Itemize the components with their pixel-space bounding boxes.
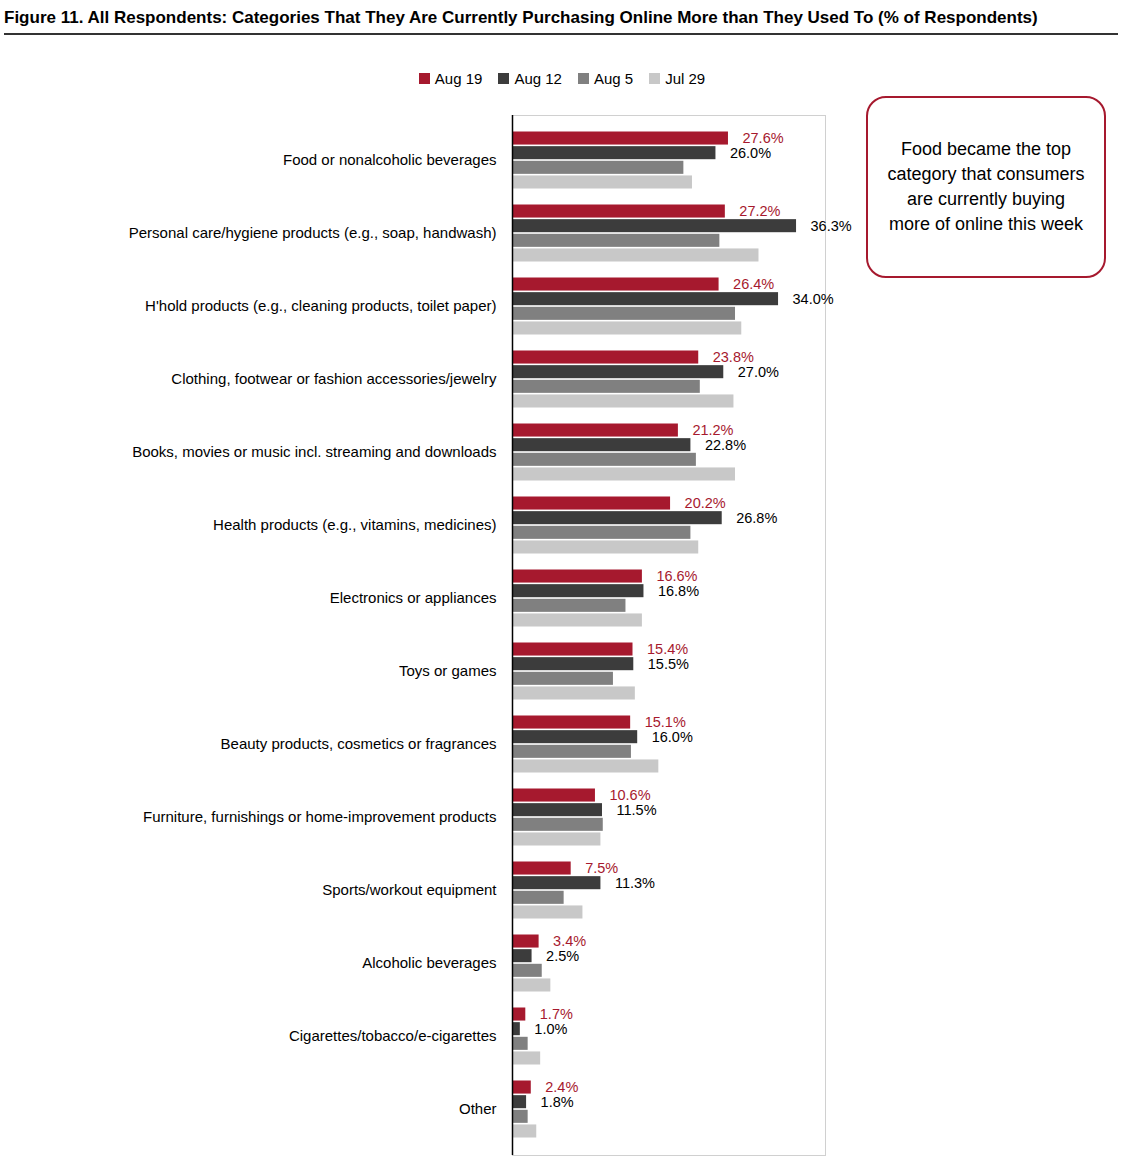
svg-text:20.2%: 20.2% xyxy=(685,495,726,511)
svg-text:26.8%: 26.8% xyxy=(736,510,777,526)
svg-text:11.5%: 11.5% xyxy=(616,802,656,818)
svg-text:34.0%: 34.0% xyxy=(793,291,834,307)
svg-text:Food or nonalcoholic beverages: Food or nonalcoholic beverages xyxy=(283,151,496,168)
svg-text:16.6%: 16.6% xyxy=(656,568,697,584)
svg-text:Electronics or appliances: Electronics or appliances xyxy=(330,589,497,606)
svg-text:27.2%: 27.2% xyxy=(739,203,780,219)
svg-text:Sports/workout equipment: Sports/workout equipment xyxy=(322,881,497,898)
svg-text:Health products (e.g., vitamin: Health products (e.g., vitamins, medicin… xyxy=(213,516,496,533)
html-text:Aug 19: Aug 19 xyxy=(434,70,483,87)
svg-text:15.4%: 15.4% xyxy=(647,641,688,657)
svg-text:27.0%: 27.0% xyxy=(738,364,779,380)
html-text:Figure 11. All Respondents: Ca: Figure 11. All Respondents: Categories T… xyxy=(4,8,1038,27)
svg-text:Books, movies or music incl. s: Books, movies or music incl. streaming a… xyxy=(132,443,496,460)
svg-text:36.3%: 36.3% xyxy=(811,218,852,234)
html-text:Jul 29: Jul 29 xyxy=(665,70,706,87)
svg-text:Alcoholic beverages: Alcoholic beverages xyxy=(362,954,496,971)
svg-text:1.0%: 1.0% xyxy=(534,1021,567,1037)
svg-text:Beauty products, cosmetics or: Beauty products, cosmetics or fragrances xyxy=(221,735,497,752)
svg-text:23.8%: 23.8% xyxy=(713,349,754,365)
svg-text:1.7%: 1.7% xyxy=(540,1006,573,1022)
svg-text:11.3%: 11.3% xyxy=(615,875,655,891)
svg-text:22.8%: 22.8% xyxy=(705,437,746,453)
html-text:Aug 12: Aug 12 xyxy=(514,70,562,87)
svg-text:Personal care/hygiene products: Personal care/hygiene products (e.g., so… xyxy=(129,224,497,241)
svg-text:Clothing, footwear or fashion: Clothing, footwear or fashion accessorie… xyxy=(171,370,497,387)
svg-text:10.6%: 10.6% xyxy=(609,787,650,803)
svg-text:3.4%: 3.4% xyxy=(553,933,586,949)
svg-text:16.0%: 16.0% xyxy=(652,729,693,745)
html-text:Food became the top category t: Food became the top category that consum… xyxy=(887,138,1085,235)
svg-text:Cigarettes/tobacco/e-cigarette: Cigarettes/tobacco/e-cigarettes xyxy=(289,1027,497,1044)
svg-text:27.6%: 27.6% xyxy=(742,130,783,146)
svg-text:15.1%: 15.1% xyxy=(645,714,686,730)
svg-text:26.0%: 26.0% xyxy=(730,145,771,161)
svg-text:2.4%: 2.4% xyxy=(545,1079,578,1095)
svg-text:1.8%: 1.8% xyxy=(541,1094,574,1110)
svg-text:16.8%: 16.8% xyxy=(658,583,699,599)
svg-text:Furniture, furnishings or home: Furniture, furnishings or home-improveme… xyxy=(143,808,496,825)
svg-text:H'hold products (e.g., cleanin: H'hold products (e.g., cleaning products… xyxy=(145,297,496,314)
svg-text:21.2%: 21.2% xyxy=(692,422,733,438)
svg-text:7.5%: 7.5% xyxy=(585,860,618,876)
svg-text:Toys or games: Toys or games xyxy=(399,662,497,679)
svg-text:15.5%: 15.5% xyxy=(648,656,689,672)
svg-text:2.5%: 2.5% xyxy=(546,948,579,964)
svg-text:Other: Other xyxy=(459,1100,497,1117)
html-text:Aug 5: Aug 5 xyxy=(593,70,634,87)
svg-text:26.4%: 26.4% xyxy=(733,276,774,292)
